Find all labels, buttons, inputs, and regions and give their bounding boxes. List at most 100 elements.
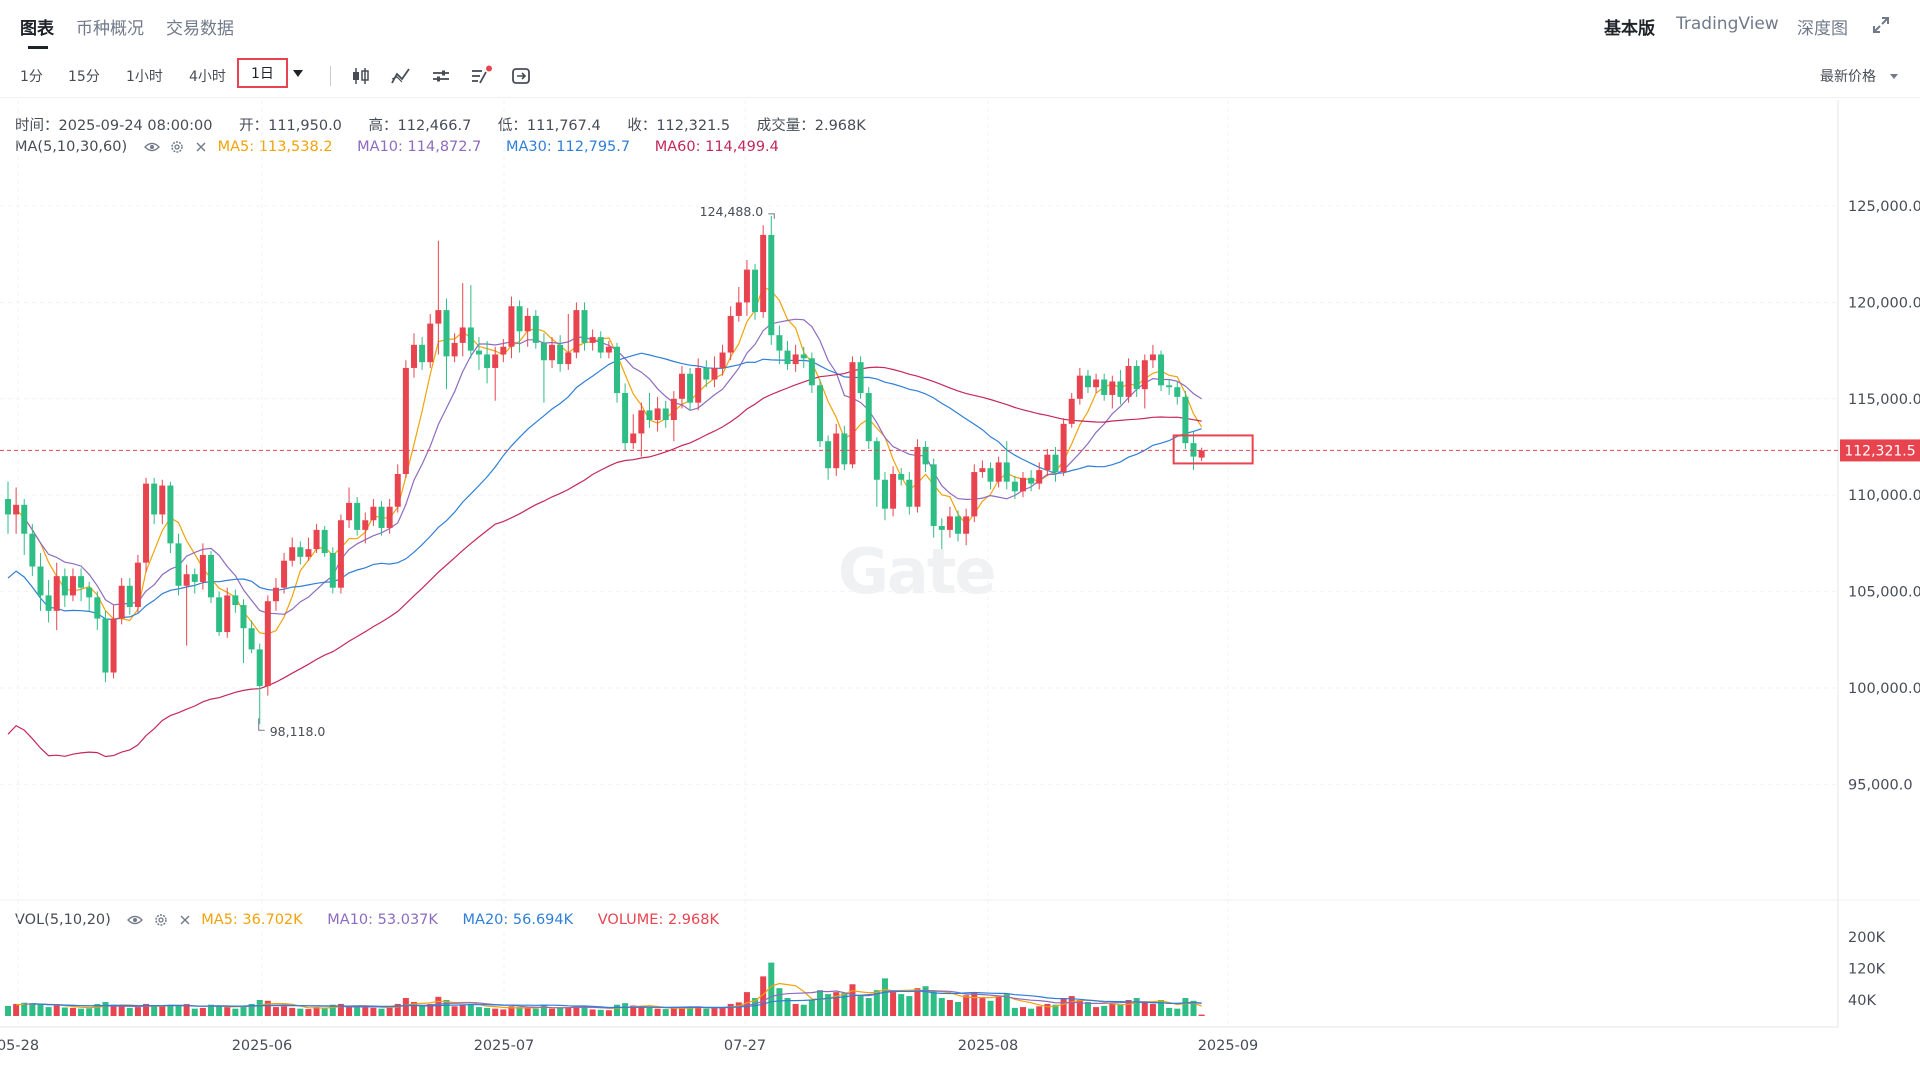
time-axis-label: 2025-08 xyxy=(958,1038,1019,1054)
volume-bar xyxy=(695,1006,702,1016)
chart-overlay: 112,321.5 124,488.0 98,118.0 xyxy=(0,204,1920,739)
volume-bar xyxy=(402,998,409,1016)
volume-bar xyxy=(1158,1000,1165,1016)
settings-icon[interactable] xyxy=(430,65,452,87)
candle-body xyxy=(94,597,101,619)
candle-body xyxy=(175,543,182,586)
candle-body xyxy=(346,502,353,521)
candle-body xyxy=(313,529,320,550)
volume-bar xyxy=(1068,996,1075,1016)
tab-coin-overview[interactable]: 币种概况 xyxy=(76,19,144,39)
volume-bar xyxy=(508,1006,515,1016)
volume-bar xyxy=(938,998,945,1016)
volume-bar xyxy=(557,1007,564,1016)
volume-bar xyxy=(216,1005,223,1016)
tab-tradingview[interactable]: TradingView xyxy=(1676,14,1779,34)
candle-body xyxy=(183,574,190,586)
candle-body xyxy=(264,601,271,687)
candle-body xyxy=(581,310,588,343)
settings-gear-icon[interactable] xyxy=(170,140,184,154)
volume-bar xyxy=(1028,1008,1035,1016)
tab-trade-data[interactable]: 交易数据 xyxy=(166,19,234,39)
volume-bar xyxy=(987,1000,994,1016)
interval-1m[interactable]: 1分 xyxy=(20,69,43,85)
current-price-label: 112,321.5 xyxy=(1844,443,1915,459)
candle-body xyxy=(500,346,507,355)
candle-body xyxy=(695,367,702,403)
candle-body xyxy=(1174,387,1181,397)
candle-body xyxy=(297,547,304,557)
vol-ma10-value: MA10: 53.037K xyxy=(327,912,438,928)
volume-bar xyxy=(183,1003,190,1016)
candle-body xyxy=(1101,379,1108,395)
candle-body xyxy=(1117,381,1124,397)
candle-body xyxy=(995,462,1002,482)
candle-body xyxy=(362,520,369,530)
price-type-select[interactable]: 最新价格 xyxy=(1820,69,1876,85)
expand-icon[interactable] xyxy=(1871,15,1891,35)
last-candle-highlight-box xyxy=(1172,434,1254,465)
candle-body xyxy=(354,502,361,530)
interval-1d[interactable]: 1日 xyxy=(237,58,288,88)
candle-body xyxy=(86,587,93,598)
volume-bar xyxy=(898,994,905,1016)
candle-body xyxy=(1133,366,1140,390)
candle-body xyxy=(906,479,913,507)
ohlc-high: 高：112,466.7 xyxy=(368,118,472,134)
volume-bar xyxy=(1133,998,1140,1016)
candle-body xyxy=(484,354,491,368)
interval-1h[interactable]: 1小时 xyxy=(126,69,163,85)
volume-bar xyxy=(78,1008,85,1016)
volume-bar xyxy=(743,992,750,1016)
candle-body xyxy=(654,408,661,420)
drawing-icon[interactable] xyxy=(470,65,492,87)
eye-icon[interactable] xyxy=(127,914,144,926)
tab-basic[interactable]: 基本版 xyxy=(1604,19,1655,39)
volume-bars xyxy=(5,962,1205,1016)
candlestick-chart[interactable]: 125,000.0 120,000.0 115,000.0 110,000.0 105,… xyxy=(0,100,1920,1080)
candle-body xyxy=(670,398,677,420)
price-type-chevron-down-icon[interactable] xyxy=(1890,74,1898,79)
price-axis-label: 115,000.0 xyxy=(1848,392,1920,408)
tab-depth[interactable]: 深度图 xyxy=(1797,19,1848,39)
reset-icon[interactable] xyxy=(510,65,532,87)
interval-dropdown-icon[interactable] xyxy=(293,70,303,77)
volume-bar xyxy=(955,1001,962,1016)
candle-body xyxy=(1060,423,1067,473)
volume-bar xyxy=(5,1005,11,1016)
interval-4h[interactable]: 4小时 xyxy=(189,69,226,85)
close-icon[interactable] xyxy=(179,914,191,926)
candle-body xyxy=(53,576,60,611)
candle-body xyxy=(69,576,76,596)
candle-body xyxy=(191,574,198,582)
candle-body xyxy=(1190,443,1197,457)
volume-bar xyxy=(427,1003,434,1016)
volume-bar xyxy=(922,986,929,1016)
settings-gear-icon[interactable] xyxy=(154,913,168,927)
volume-bar xyxy=(69,1007,76,1016)
volume-bar xyxy=(760,976,767,1016)
volume-bar xyxy=(817,990,823,1016)
interval-15m[interactable]: 15分 xyxy=(68,69,100,85)
volume-bar xyxy=(272,1007,279,1016)
volume-bar xyxy=(646,1007,653,1016)
candle-type-icon[interactable] xyxy=(350,65,372,87)
volume-bar xyxy=(1084,1001,1091,1016)
eye-icon[interactable] xyxy=(143,141,160,153)
ma60-line xyxy=(7,366,1202,758)
candle-body xyxy=(272,587,279,602)
candle-body xyxy=(1084,375,1091,388)
close-icon[interactable] xyxy=(195,141,207,153)
candle-body xyxy=(1044,454,1051,471)
price-axis-label: 100,000.0 xyxy=(1848,681,1920,697)
candle-body xyxy=(719,352,726,368)
indicator-icon[interactable] xyxy=(390,65,412,87)
price-axis-label: 110,000.0 xyxy=(1848,488,1920,504)
candle-body xyxy=(411,344,417,368)
candle-body xyxy=(1141,360,1148,390)
volume-bar xyxy=(151,1005,158,1016)
candle-body xyxy=(102,618,109,673)
tab-chart[interactable]: 图表 xyxy=(20,19,54,39)
ohlc-time: 时间：2025-09-24 08:00:00 xyxy=(15,118,213,134)
volume-bar xyxy=(167,1004,174,1016)
